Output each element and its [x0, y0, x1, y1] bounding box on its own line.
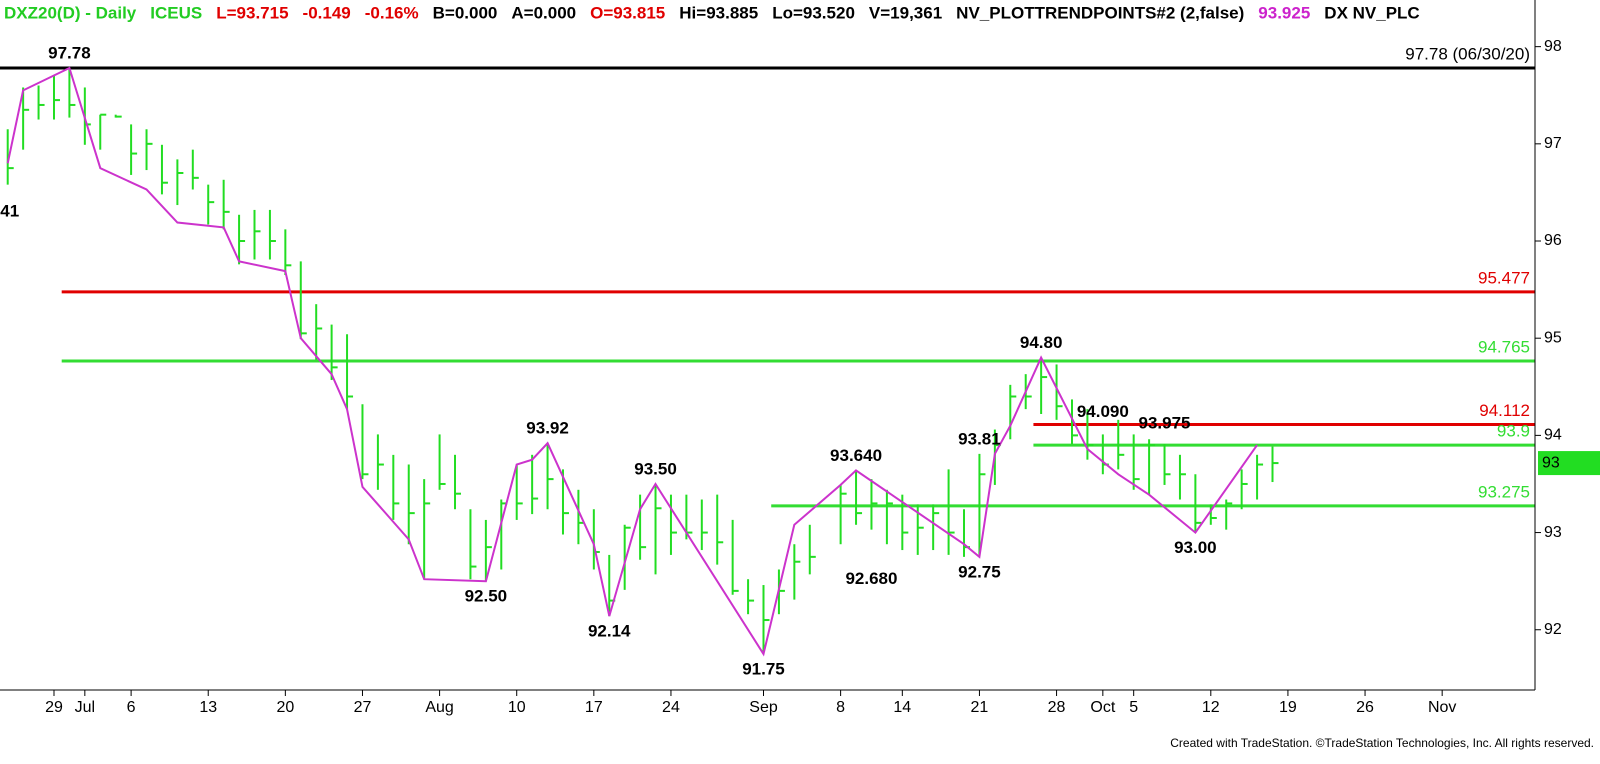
y-tick-label: 96: [1544, 232, 1562, 249]
pivot-label: 94.090: [1077, 402, 1129, 421]
pivot-label: 93.640: [830, 446, 882, 465]
header-item: ICEUS: [150, 3, 202, 22]
header-item: Lo=93.520: [772, 3, 855, 22]
header-item: B=0.000: [433, 3, 498, 22]
pivot-label: 97.78: [48, 44, 91, 63]
x-tick-label: Aug: [425, 699, 453, 716]
pivot-label: 93.81: [958, 429, 1001, 448]
pivot-label: 93.92: [526, 419, 569, 438]
x-tick-label: 13: [199, 699, 217, 716]
x-tick-label: 19: [1279, 699, 1297, 716]
header-item: Hi=93.885: [679, 3, 758, 22]
y-tick-label: 94: [1544, 427, 1562, 444]
last-price-label: 93: [1542, 454, 1560, 471]
header-item: NV_PLOTTRENDPOINTS#2 (2,false): [956, 3, 1244, 22]
x-tick-label: 12: [1202, 699, 1220, 716]
pivot-label: 92.14: [588, 622, 631, 641]
x-tick-label: 27: [354, 699, 372, 716]
header-item: DXZ20(D) - Daily: [4, 3, 137, 22]
x-tick-label: 26: [1356, 699, 1374, 716]
x-tick-label: 5: [1129, 699, 1138, 716]
y-tick-label: 97: [1544, 135, 1562, 152]
pivot-label: 94.80: [1020, 333, 1063, 352]
x-tick-label: 21: [971, 699, 989, 716]
level-label: 93.275: [1478, 482, 1530, 501]
y-tick-label: 92: [1544, 621, 1562, 638]
y-tick-label: 95: [1544, 329, 1562, 346]
last-price-box: [1538, 451, 1600, 476]
pivot-label: 92.680: [845, 569, 897, 588]
header-item: -0.16%: [365, 3, 419, 22]
y-tick-label: 98: [1544, 38, 1562, 55]
x-tick-label: 6: [127, 699, 136, 716]
x-tick-label: 8: [836, 699, 845, 716]
pivot-label: 92.75: [958, 562, 1001, 581]
level-label: 94.765: [1478, 338, 1530, 357]
x-tick-label: Sep: [749, 699, 778, 716]
header-item: DX NV_PLC: [1324, 3, 1419, 22]
pivot-label: 91.75: [742, 660, 785, 679]
trend-zigzag: [6, 66, 1258, 657]
header-item: A=0.000: [511, 3, 576, 22]
level-label: 94.112: [1479, 401, 1530, 420]
x-tick-label: 20: [276, 699, 294, 716]
x-tick-label: Oct: [1090, 699, 1115, 716]
level-label: 95.477: [1478, 268, 1530, 287]
x-tick-label: 29: [45, 699, 63, 716]
x-tick-label: 28: [1048, 699, 1066, 716]
pivot-label: 92.50: [465, 587, 508, 606]
axis-panel: [1536, 0, 1600, 690]
x-tick-label: Nov: [1428, 699, 1456, 716]
pivot-label: 93.975: [1139, 413, 1191, 432]
x-tick-label: 24: [662, 699, 680, 716]
x-tick-label: 14: [893, 699, 911, 716]
header-item: L=93.715: [216, 3, 288, 22]
pivot-label: 93.00: [1174, 538, 1217, 557]
header-item: V=19,361: [869, 3, 942, 22]
x-tick-label: Jul: [75, 699, 95, 716]
level-label: 97.78 (06/30/20): [1405, 45, 1530, 64]
x-tick-label: 10: [508, 699, 526, 716]
header-item: 93.925: [1258, 3, 1310, 22]
pivot-label: 93.50: [634, 459, 677, 478]
pivot-label: 41: [0, 201, 19, 220]
header-item: O=93.815: [590, 3, 665, 22]
footer: Created with TradeStation. ©TradeStation…: [1170, 736, 1594, 750]
x-tick-label: 17: [585, 699, 603, 716]
header-item: -0.149: [303, 3, 351, 22]
level-label: 93.9: [1497, 422, 1530, 441]
y-tick-label: 93: [1544, 524, 1562, 541]
